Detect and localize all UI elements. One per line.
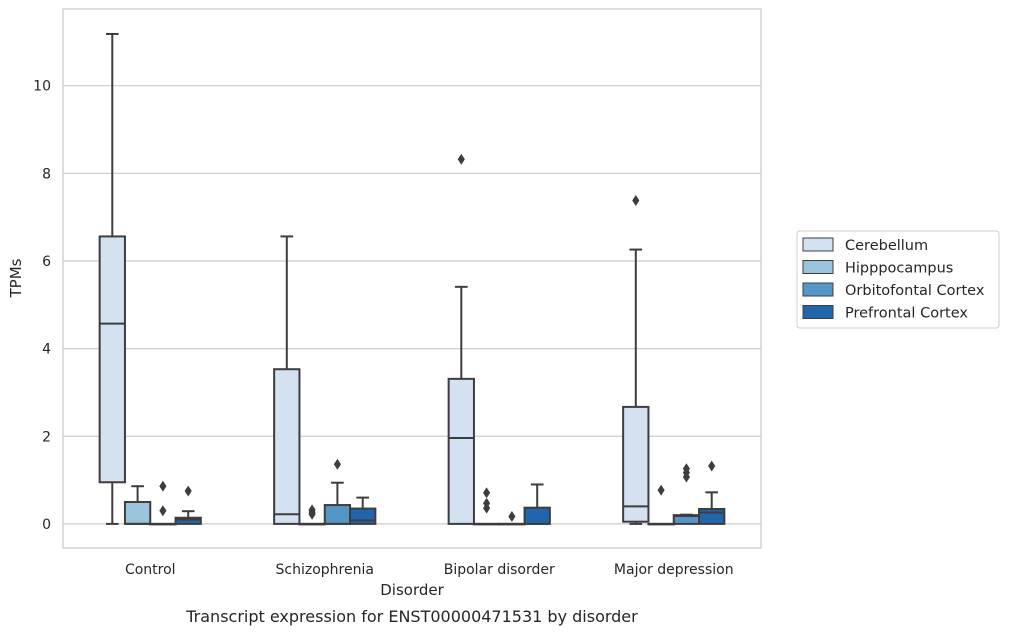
box: [698, 507, 726, 525]
x-axis-ticks: Control Schizophrenia Bipolar disorder Majo…: [125, 562, 734, 578]
outlier-point: [508, 510, 516, 522]
box-group: [698, 460, 726, 525]
box: [323, 504, 352, 525]
box: [174, 516, 202, 525]
box-group: [174, 485, 202, 525]
box-group: [523, 483, 551, 525]
outlier-point: [308, 504, 316, 516]
legend-label: Hipppocampus: [845, 261, 953, 277]
legend-swatch: [802, 282, 834, 297]
y-tick-label: 2: [42, 429, 51, 445]
plot-area: [62, 8, 762, 549]
box: [98, 235, 126, 484]
chart-caption: Transcript expression for ENST0000047153…: [185, 607, 638, 626]
box-group: [447, 153, 475, 525]
outlier-point: [657, 484, 665, 496]
y-tick-label: 0: [42, 517, 51, 533]
legend-swatch: [802, 237, 834, 252]
x-tick-label: Major depression: [614, 562, 734, 578]
box: [523, 506, 551, 525]
box-group: [273, 235, 301, 525]
outlier-point: [483, 487, 491, 499]
box: [622, 405, 650, 523]
legend-box: [796, 230, 1000, 329]
x-axis-label: Disorder: [380, 581, 444, 599]
y-axis-label: TPMs: [7, 258, 25, 298]
legend-swatch: [802, 260, 834, 274]
box-groups: [98, 32, 726, 526]
y-tick-label: 4: [42, 342, 51, 358]
outlier-point: [184, 485, 192, 497]
box: [123, 500, 152, 525]
outlier-point: [159, 480, 167, 492]
outlier-point: [483, 497, 491, 509]
outlier-point: [708, 460, 716, 472]
box-group: [672, 463, 701, 525]
outlier-point: [159, 505, 167, 517]
legend-swatch: [802, 305, 834, 319]
box: [349, 507, 377, 525]
y-tick-label: 6: [42, 254, 51, 270]
legend: Cerebellum Hipppocampus Orbitofontal Corte…: [796, 230, 1000, 329]
box-group: [349, 496, 377, 525]
y-tick-label: 10: [33, 79, 51, 95]
box-group: [98, 32, 126, 525]
box: [273, 368, 301, 525]
x-tick-label: Control: [125, 562, 176, 578]
box-group: [622, 195, 650, 525]
x-tick-label: Schizophrenia: [276, 562, 374, 578]
y-axis-ticks: 0 2 4 6 8 10: [33, 79, 51, 533]
outlier-point: [457, 153, 465, 165]
outlier-point: [333, 458, 341, 470]
legend-label: Orbitofontal Cortex: [845, 283, 985, 299]
legend-label: Prefrontal Cortex: [845, 306, 968, 322]
grid-lines: [63, 85, 761, 525]
y-tick-label: 8: [42, 166, 51, 182]
box-group: [323, 458, 352, 525]
box: [447, 377, 475, 525]
outlier-point: [682, 463, 690, 475]
outlier-point: [632, 195, 640, 206]
legend-label: Cerebellum: [845, 238, 928, 254]
x-tick-label: Bipolar disorder: [444, 562, 555, 578]
box-group: [123, 485, 152, 525]
